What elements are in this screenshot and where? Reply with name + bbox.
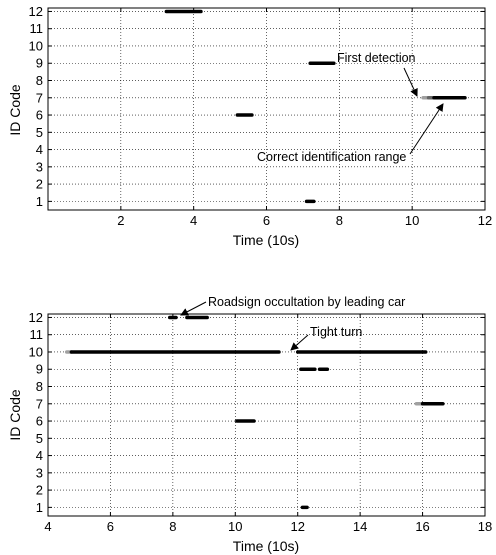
bottom-annotation-roadsign-occultation: Roadsign occultation by leading car <box>208 295 405 309</box>
bottom-ytick-label-12: 12 <box>29 310 43 325</box>
top-annotation-first-detection-arrow <box>403 67 418 97</box>
bottom-xtick-label-12: 12 <box>290 519 304 534</box>
bottom-ytick-label-10: 10 <box>29 344 43 359</box>
bottom-ytick-label-5: 5 <box>36 431 43 446</box>
top-chart-xlabel: Time (10s) <box>233 232 299 248</box>
bottom-chart-ylabel: ID Code <box>7 389 23 441</box>
bottom-chart-segments <box>64 315 445 510</box>
bottom-xtick-label-16: 16 <box>415 519 429 534</box>
top-chart-ylabel: ID Code <box>7 84 23 136</box>
top-chart-segments <box>164 9 467 204</box>
top-annotation-first-detection: First detection <box>337 51 416 65</box>
bottom-annotation-tight-turn: Tight turn <box>310 325 362 339</box>
top-ytick-label-4: 4 <box>36 142 43 157</box>
top-ytick-label-8: 8 <box>36 73 43 88</box>
top-xtick-label-8: 8 <box>336 213 343 228</box>
top-ytick-label-3: 3 <box>36 159 43 174</box>
top-ytick-label-10: 10 <box>29 38 43 53</box>
bottom-chart-grid <box>48 314 485 516</box>
top-ytick-label-1: 1 <box>36 194 43 209</box>
bottom-xtick-label-4: 4 <box>44 519 51 534</box>
bottom-ytick-label-3: 3 <box>36 465 43 480</box>
bottom-ytick-label-4: 4 <box>36 448 43 463</box>
top-ytick-label-11: 11 <box>30 21 44 36</box>
top-ytick-label-9: 9 <box>36 56 43 71</box>
bottom-xtick-label-8: 8 <box>169 519 176 534</box>
top-annotation-correct-range-arrow <box>409 103 444 155</box>
bottom-ytick-label-8: 8 <box>36 379 43 394</box>
top-xtick-label-6: 6 <box>263 213 270 228</box>
top-xtick-label-10: 10 <box>405 213 419 228</box>
bottom-xtick-label-14: 14 <box>353 519 367 534</box>
top-ytick-label-7: 7 <box>36 90 43 105</box>
bottom-xtick-label-10: 10 <box>228 519 242 534</box>
bottom-ytick-label-2: 2 <box>36 483 43 498</box>
top-xtick-label-4: 4 <box>190 213 197 228</box>
top-ytick-label-6: 6 <box>36 108 43 123</box>
bottom-ytick-label-11: 11 <box>30 327 44 342</box>
top-ytick-label-2: 2 <box>36 177 43 192</box>
bottom-ytick-label-6: 6 <box>36 414 43 429</box>
top-ytick-label-12: 12 <box>29 4 43 19</box>
bottom-ytick-label-1: 1 <box>36 500 43 515</box>
top-chart-grid <box>48 8 485 210</box>
top-annotation-correct-range: Correct identification range <box>257 150 406 164</box>
bottom-ytick-label-9: 9 <box>36 362 43 377</box>
bottom-chart-axes-box <box>47 313 486 517</box>
top-ytick-label-5: 5 <box>36 125 43 140</box>
top-xtick-label-12: 12 <box>478 213 492 228</box>
bottom-xtick-label-18: 18 <box>478 519 492 534</box>
bottom-annotation-roadsign-occultation-arrow <box>180 301 207 316</box>
bottom-annotation-tight-turn-arrow <box>290 334 309 351</box>
bottom-ytick-label-7: 7 <box>36 396 43 411</box>
bottom-xtick-label-6: 6 <box>107 519 114 534</box>
top-xtick-label-2: 2 <box>117 213 124 228</box>
bottom-chart-xlabel: Time (10s) <box>233 538 299 554</box>
